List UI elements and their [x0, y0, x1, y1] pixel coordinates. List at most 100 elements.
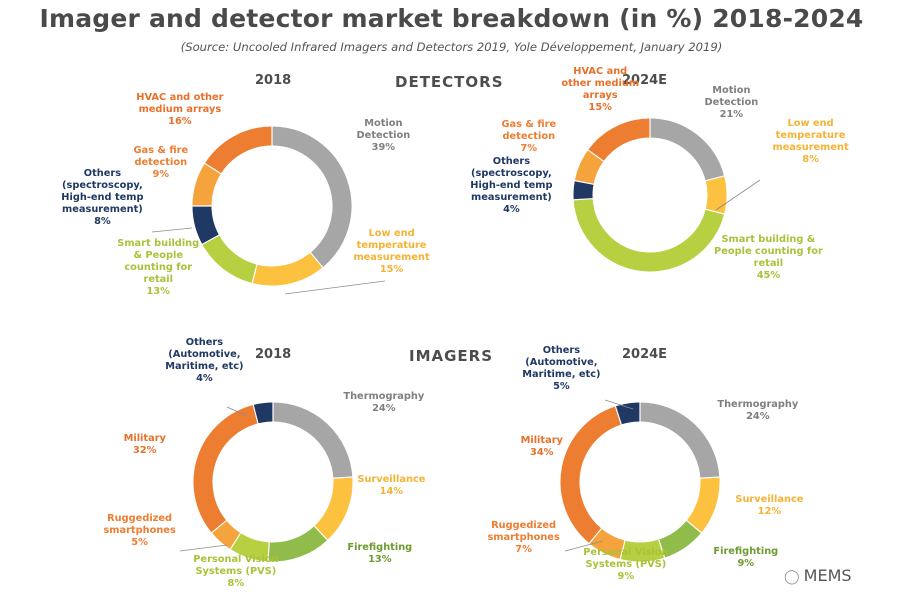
watermark: ◯ MEMS [784, 566, 852, 585]
slice-label-line: other medium [561, 78, 640, 89]
slice-label-line: Firefighting [713, 546, 779, 557]
chart-year-imagers-2024e: 2024E [622, 347, 668, 362]
slice-label: Gas & fire detection 7% [502, 119, 557, 155]
donut-slice [253, 402, 274, 424]
donut-slice [649, 118, 725, 182]
donut-slice [272, 402, 353, 479]
slice-separator [573, 179, 595, 186]
slice-label-line: 24% [372, 403, 396, 414]
slice-label-line: detection [134, 157, 188, 168]
slice-label-line: Gas & fire [501, 119, 557, 130]
slice-label-line: 16% [168, 116, 192, 127]
slice-label-line: Others [542, 345, 581, 356]
slice-label-line: 21% [719, 109, 744, 120]
slice-label-line: 34% [530, 447, 554, 458]
leader-line [715, 179, 761, 211]
slice-label-line: Systems (PVS) [585, 559, 667, 570]
slice-label: Others (spectroscopy, High-end temp measure… [470, 156, 552, 216]
slice-label-line: 12% [757, 506, 782, 517]
slice-label: Firefighting 13% [347, 542, 412, 566]
slice-label-line: medium arrays [138, 104, 222, 115]
slice-label-line: smartphones [103, 525, 176, 536]
slice-label-line: People counting for [714, 246, 823, 257]
slice-label: Gas & fire detection 9% [134, 145, 189, 181]
slice-label-line: 8% [94, 216, 111, 227]
slice-label-line: temperature [356, 240, 427, 251]
slice-label-line: High-end temp [61, 192, 144, 203]
slice-label-line: Systems (PVS) [195, 566, 277, 577]
slice-label-line: 8% [227, 578, 245, 589]
slice-label-line: Maritime, etc) [165, 361, 244, 372]
slice-label-line: 32% [133, 445, 157, 456]
slice-label-line: 7% [515, 544, 532, 555]
slice-label: Thermography 24% [343, 391, 424, 415]
slice-label-line: HVAC and other [136, 92, 224, 103]
leader-line [284, 280, 386, 295]
slice-label: HVAC and other medium arrays 15% [561, 66, 639, 114]
slice-label-line: 14% [379, 486, 404, 497]
slice-label-line: Surveillance [357, 474, 426, 485]
slice-label-line: 5% [131, 537, 148, 548]
slice-label: Firefighting 9% [713, 546, 778, 570]
slice-label: Ruggedized smartphones 7% [487, 520, 559, 556]
slice-label-line: (spectroscopy, [471, 168, 552, 179]
slice-label-line: Motion [712, 85, 751, 96]
donut-slice [204, 126, 273, 174]
donut-slice [193, 405, 259, 533]
donut-slice [573, 180, 594, 200]
slice-label-line: smartphones [487, 532, 560, 543]
chart-subtitle: (Source: Uncooled Infrared Imagers and D… [180, 40, 723, 54]
slice-label-line: measurement) [62, 204, 143, 215]
slice-label-line: temperature [775, 130, 846, 141]
slice-label-line: Low end [787, 118, 834, 129]
slice-label-line: 24% [746, 411, 770, 422]
slice-label-line: Detection [704, 97, 759, 108]
slice-label-line: 7% [520, 143, 538, 154]
slice-label-line: Maritime, etc) [522, 369, 601, 380]
slice-label-line: Gas & fire [133, 145, 189, 156]
donut-slice [639, 402, 720, 479]
slice-label-line: Military [123, 433, 166, 444]
donut-slice [705, 175, 727, 215]
donut-slice [573, 198, 725, 272]
donut-slice [314, 477, 353, 540]
slice-label-line: 15% [379, 264, 404, 275]
slice-separator [332, 476, 354, 479]
slice-label-line: Personal Vision [193, 554, 279, 565]
slice-label: Low end temperature measurement 15% [353, 228, 429, 276]
slice-label-line: & People [133, 250, 183, 261]
slice-separator [572, 197, 594, 201]
donut-slice [658, 520, 702, 558]
donut-slice [202, 234, 258, 284]
slice-separator [685, 519, 703, 534]
donut-slice [588, 118, 651, 162]
slice-separator [210, 519, 228, 534]
donut-slice [560, 406, 622, 544]
slice-label-line: Military [520, 435, 563, 446]
slice-separator [309, 251, 324, 269]
slice-label-line: 9% [617, 571, 635, 582]
wechat-icon: ◯ [784, 569, 800, 585]
slice-label-line: 4% [503, 204, 520, 215]
slice-label-line: Surveillance [735, 494, 804, 505]
slice-label: Others (Automotive, Maritime, etc) 5% [522, 345, 600, 393]
slice-label-line: Others [83, 168, 122, 179]
slice-label-line: 45% [756, 270, 781, 281]
slice-separator [201, 234, 221, 246]
slice-label: Military 32% [124, 433, 166, 457]
slice-label: Low end temperature measurement 8% [772, 118, 848, 166]
slice-label-line: Smart building & [721, 234, 816, 245]
slice-separator [203, 162, 223, 175]
slice-label: Ruggedized smartphones 5% [103, 513, 175, 549]
slice-label-line: 13% [368, 554, 392, 565]
slice-label-line: 9% [152, 169, 170, 180]
chart-year-detectors-2024e: 2024E [622, 73, 668, 88]
donut-slice [268, 525, 328, 562]
donut-slice [271, 126, 352, 268]
slice-label-line: 5% [553, 381, 570, 392]
slice-label-line: counting for [124, 262, 193, 273]
donut-slice [574, 150, 604, 185]
slice-label-line: High-end temp [470, 180, 553, 191]
slice-label-line: retail [753, 258, 784, 269]
slice-label-line: 13% [146, 286, 170, 297]
